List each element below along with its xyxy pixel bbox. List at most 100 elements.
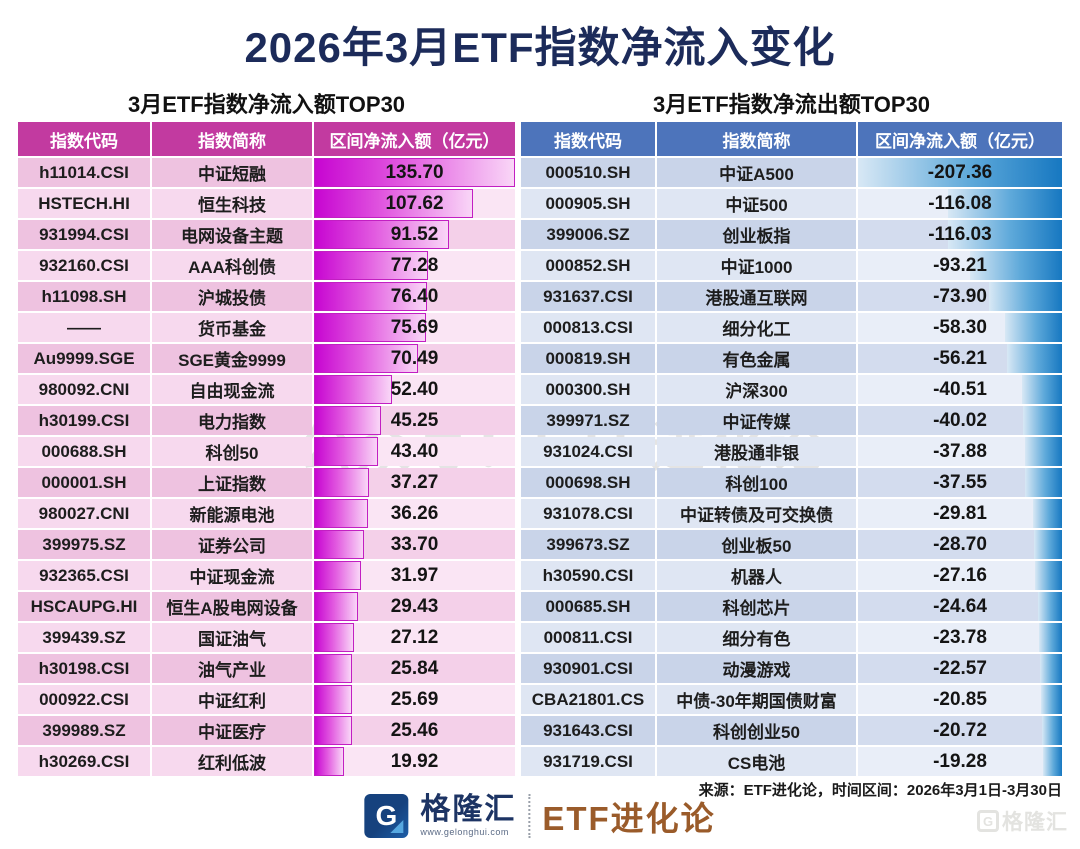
value-label: -93.21 xyxy=(933,254,987,276)
value-bar xyxy=(1041,685,1062,714)
value-bar xyxy=(970,251,1062,280)
value-cell: -23.78 xyxy=(858,623,1062,652)
value-label: -73.90 xyxy=(933,285,987,307)
value-label: 27.12 xyxy=(390,626,439,648)
value-cell: -116.03 xyxy=(858,220,1062,249)
value-cell: -37.55 xyxy=(858,468,1062,497)
value-cell: 52.40 xyxy=(314,375,515,404)
index-code-cell: 399971.SZ xyxy=(521,406,655,435)
value-cell: 36.26 xyxy=(314,499,515,528)
index-code-cell: 980092.CNI xyxy=(18,375,150,404)
brand-url: www.gelonghui.com xyxy=(420,827,509,837)
index-name-cell: 机器人 xyxy=(657,561,856,590)
value-label: -22.57 xyxy=(933,657,987,679)
value-cell: -58.30 xyxy=(858,313,1062,342)
value-cell: 19.92 xyxy=(314,747,515,776)
inflow-table: 指数代码 指数简称 区间净流入额（亿元） h11014.CSI 中证短融 135.70 HS… xyxy=(18,122,515,776)
value-label: -40.51 xyxy=(933,378,987,400)
value-bar xyxy=(1024,437,1062,466)
index-name-cell: 电力指数 xyxy=(152,406,312,435)
source-line: 来源：ETF进化论，时间区间：2026年3月1日-3月30日 xyxy=(698,782,1062,799)
value-bar xyxy=(314,499,368,528)
value-cell: 77.28 xyxy=(314,251,515,280)
index-name-cell: SGE黄金9999 xyxy=(152,344,312,373)
index-code-cell: h30590.CSI xyxy=(521,561,655,590)
index-name-cell: 科创创业50 xyxy=(657,716,856,745)
logo-letter: G xyxy=(375,800,398,831)
index-name-cell: 科创100 xyxy=(657,468,856,497)
value-cell: -27.16 xyxy=(858,561,1062,590)
index-name-cell: AAA科创债 xyxy=(152,251,312,280)
value-cell: -207.36 xyxy=(858,158,1062,187)
index-name-cell: 自由现金流 xyxy=(152,375,312,404)
index-code-cell: 399673.SZ xyxy=(521,530,655,559)
value-bar xyxy=(314,747,344,776)
index-code-cell: 000813.CSI xyxy=(521,313,655,342)
value-label: -58.30 xyxy=(933,316,987,338)
value-bar xyxy=(314,251,429,280)
gelonghui-logo-icon: G xyxy=(364,794,409,838)
index-code-cell: 931643.CSI xyxy=(521,716,655,745)
corner-watermark: G 格隆汇 xyxy=(977,806,1068,836)
value-cell: 91.52 xyxy=(314,220,515,249)
value-label: 29.43 xyxy=(390,595,439,617)
index-name-cell: 科创芯片 xyxy=(657,592,856,621)
value-label: -28.70 xyxy=(933,533,987,555)
index-name-cell: 动漫游戏 xyxy=(657,654,856,683)
value-bar xyxy=(858,158,1062,187)
value-cell: -20.72 xyxy=(858,716,1062,745)
value-label: -37.55 xyxy=(933,471,987,493)
value-label: -56.21 xyxy=(933,347,987,369)
index-name-cell: 创业板50 xyxy=(657,530,856,559)
column-header: 指数代码 xyxy=(521,122,655,156)
value-bar xyxy=(314,189,474,218)
index-code-cell: 000510.SH xyxy=(521,158,655,187)
index-name-cell: 中证转债及可交换债 xyxy=(657,499,856,528)
value-bar xyxy=(314,654,353,683)
value-cell: 27.12 xyxy=(314,623,515,652)
value-cell: -19.28 xyxy=(858,747,1062,776)
brand-text-block: 格隆汇 www.gelonghui.com xyxy=(420,795,516,837)
value-cell: 135.70 xyxy=(314,158,515,187)
value-bar xyxy=(1025,468,1062,497)
index-name-cell: 证券公司 xyxy=(152,530,312,559)
value-label: 107.62 xyxy=(385,192,444,214)
index-code-cell: HSTECH.HI xyxy=(18,189,150,218)
value-cell: 37.27 xyxy=(314,468,515,497)
index-name-cell: 恒生A股电网设备 xyxy=(152,592,312,621)
index-code-cell: —— xyxy=(18,313,150,342)
column-header: 区间净流入额（亿元） xyxy=(314,122,515,156)
value-cell: 43.40 xyxy=(314,437,515,466)
brand-footer: G 格隆汇 www.gelonghui.com ETF进化论 xyxy=(364,792,715,840)
value-label: -37.88 xyxy=(933,440,987,462)
value-label: -20.85 xyxy=(933,688,987,710)
value-cell: -29.81 xyxy=(858,499,1062,528)
value-bar xyxy=(1041,716,1062,745)
index-name-cell: 恒生科技 xyxy=(152,189,312,218)
value-bar xyxy=(314,685,352,714)
index-code-cell: 931078.CSI xyxy=(521,499,655,528)
index-name-cell: 中证医疗 xyxy=(152,716,312,745)
index-name-cell: 中证红利 xyxy=(152,685,312,714)
brand-slogan: ETF进化论 xyxy=(542,800,716,837)
value-cell: 25.84 xyxy=(314,654,515,683)
value-cell: -73.90 xyxy=(858,282,1062,311)
value-bar xyxy=(314,375,392,404)
value-bar xyxy=(314,220,450,249)
index-name-cell: 细分化工 xyxy=(657,313,856,342)
column-header: 区间净流入额（亿元） xyxy=(858,122,1062,156)
brand-divider xyxy=(528,794,531,838)
value-cell: 25.69 xyxy=(314,685,515,714)
value-bar xyxy=(314,406,381,435)
value-bar xyxy=(1032,499,1062,528)
index-name-cell: 科创50 xyxy=(152,437,312,466)
index-code-cell: HSCAUPG.HI xyxy=(18,592,150,621)
value-bar xyxy=(314,158,515,187)
index-code-cell: 000698.SH xyxy=(521,468,655,497)
index-code-cell: 931719.CSI xyxy=(521,747,655,776)
index-code-cell: 931994.CSI xyxy=(18,220,150,249)
index-name-cell: 中债-30年期国债财富 xyxy=(657,685,856,714)
value-cell: -28.70 xyxy=(858,530,1062,559)
index-code-cell: 399989.SZ xyxy=(18,716,150,745)
value-cell: -20.85 xyxy=(858,685,1062,714)
